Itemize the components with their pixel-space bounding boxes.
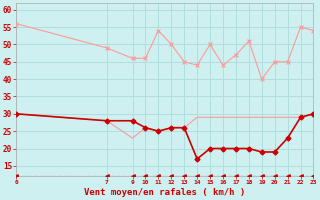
X-axis label: Vent moyen/en rafales ( km/h ): Vent moyen/en rafales ( km/h ) (84, 188, 245, 197)
